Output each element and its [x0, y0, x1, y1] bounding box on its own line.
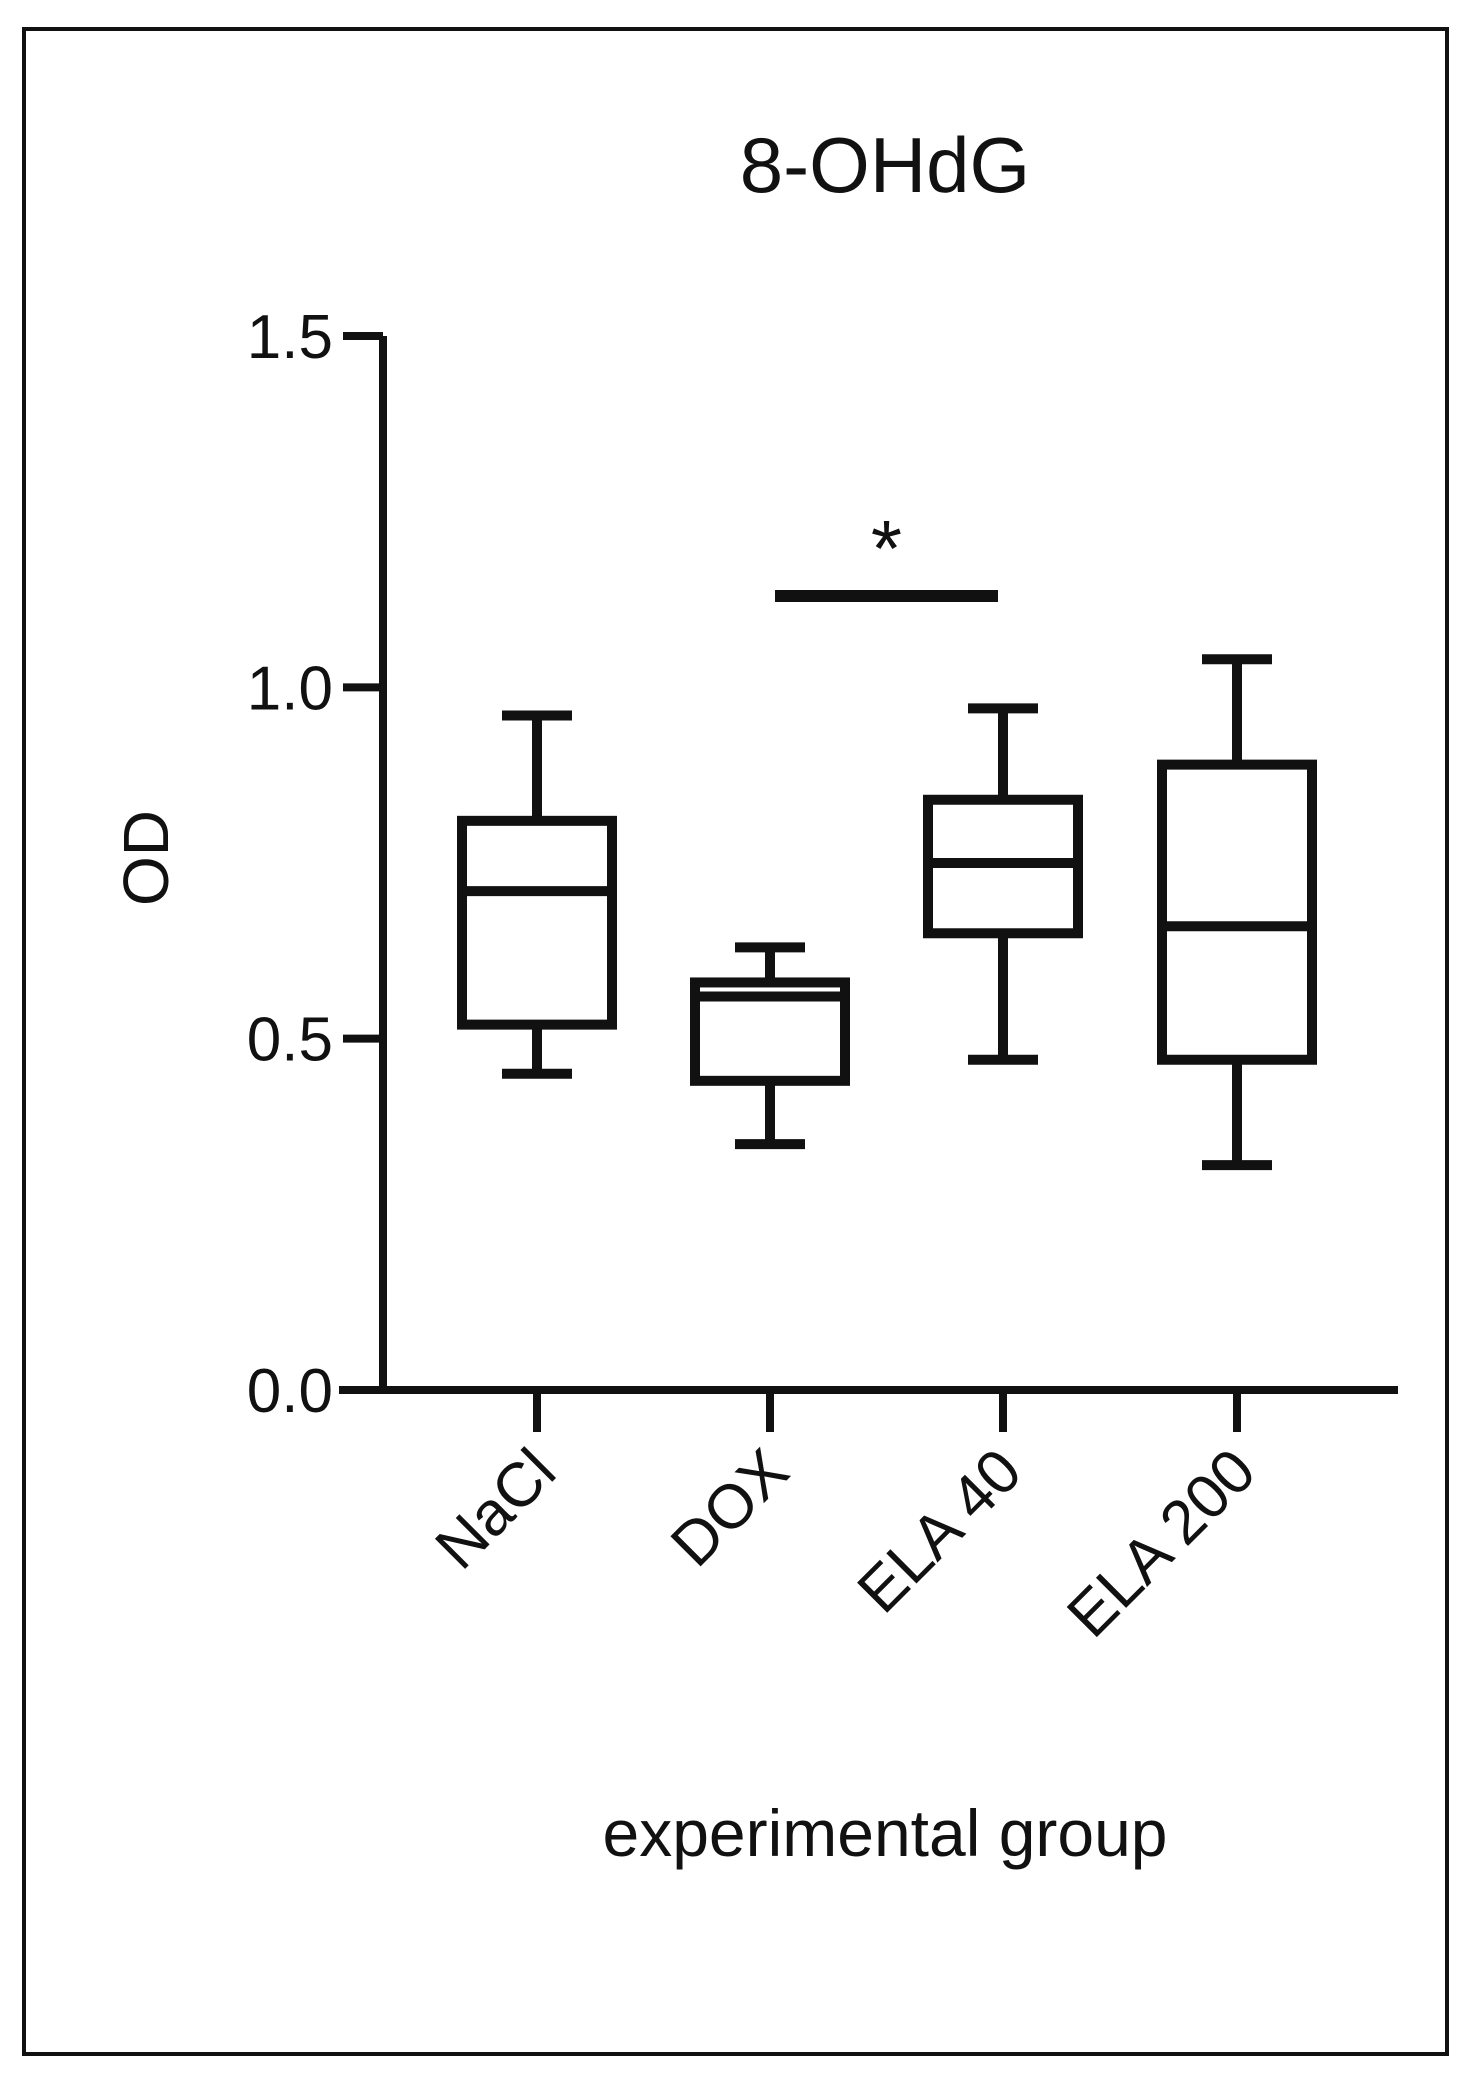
x-ticks: NaCl DOX ELA 40 ELA 200 — [423, 1390, 1269, 1651]
x-tick-label: ELA 200 — [1054, 1436, 1269, 1651]
y-axis-label: OD — [110, 810, 182, 906]
box-dox — [690, 942, 850, 1150]
box-nacl — [457, 710, 617, 1079]
significance-star: * — [871, 504, 902, 593]
x-tick-label: NaCl — [423, 1436, 569, 1582]
chart-title: 8-OHdG — [740, 121, 1030, 209]
y-tick-label: 0.0 — [247, 1357, 333, 1426]
box-ela-200 — [1157, 654, 1317, 1171]
significance-annotations: * — [775, 504, 998, 602]
box-iqr — [457, 815, 617, 1030]
y-tick-label: 1.5 — [247, 303, 333, 372]
box-iqr — [1157, 759, 1317, 1065]
y-tick-label: 1.0 — [247, 654, 333, 723]
x-tick-label: DOX — [658, 1436, 802, 1580]
x-tick-label: ELA 40 — [845, 1436, 1035, 1626]
boxes — [457, 654, 1317, 1171]
y-ticks: 0.0 0.5 1.0 1.5 — [247, 303, 383, 1426]
x-axis-label: experimental group — [603, 1796, 1168, 1870]
box-ela-40 — [923, 703, 1083, 1065]
y-tick-label: 0.5 — [247, 1006, 333, 1075]
